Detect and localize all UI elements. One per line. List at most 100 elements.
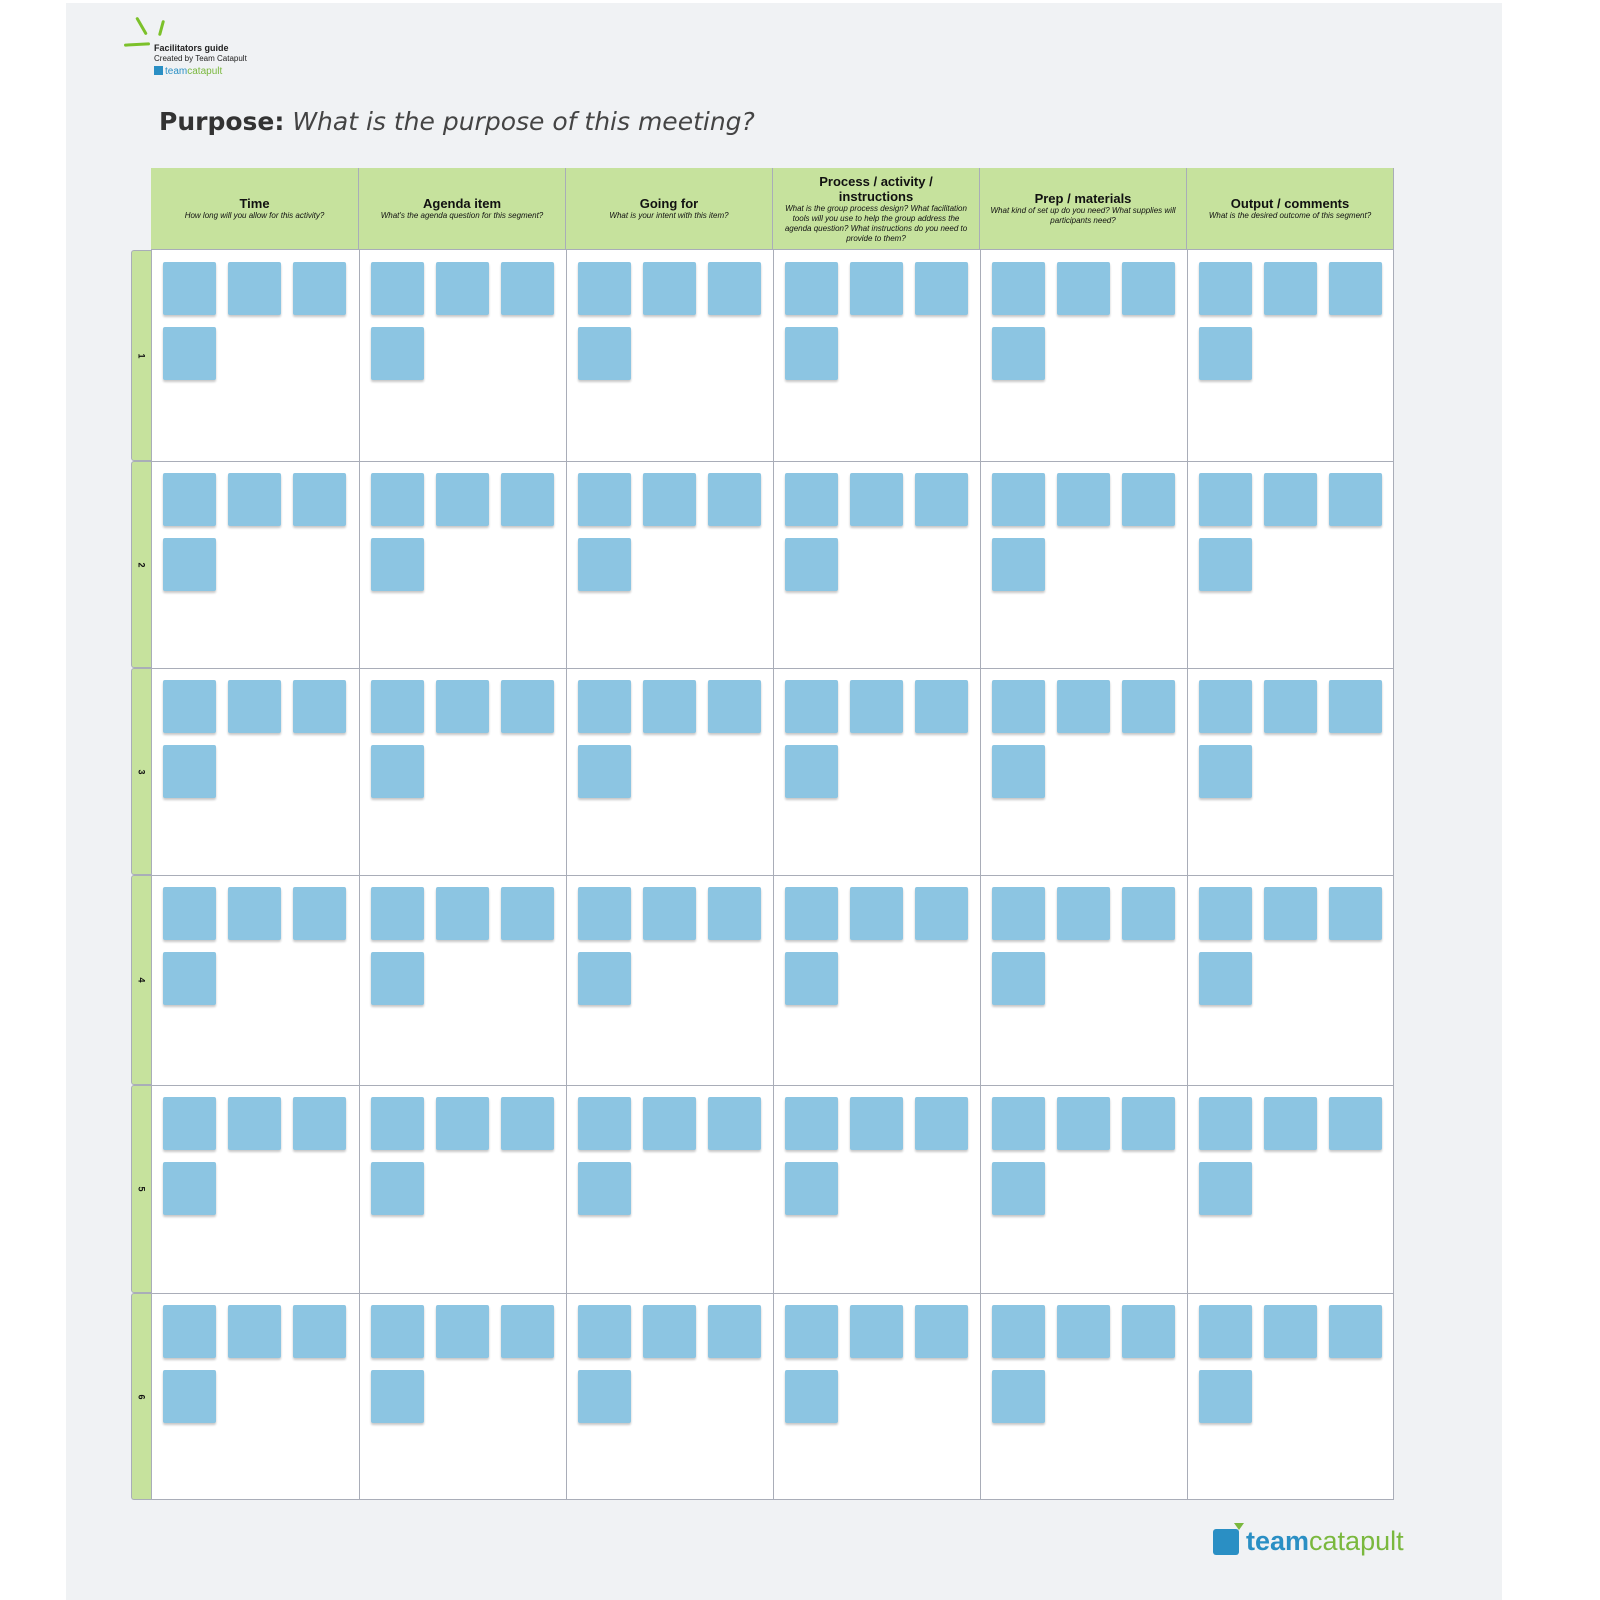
column-header[interactable]: Prep / materials What kind of set up do … — [980, 168, 1187, 250]
sticky-note[interactable] — [1122, 887, 1175, 940]
sticky-note[interactable] — [436, 473, 489, 526]
sticky-note[interactable] — [850, 1097, 903, 1150]
sticky-note[interactable] — [163, 680, 216, 733]
sticky-note[interactable] — [992, 1305, 1045, 1358]
sticky-note[interactable] — [578, 1097, 631, 1150]
sticky-note[interactable] — [371, 680, 424, 733]
sticky-note[interactable] — [578, 680, 631, 733]
sticky-note[interactable] — [436, 680, 489, 733]
column-header[interactable]: Agenda item What's the agenda question f… — [359, 168, 566, 250]
sticky-note[interactable] — [643, 262, 696, 315]
sticky-note[interactable] — [436, 1097, 489, 1150]
sticky-note[interactable] — [785, 952, 838, 1005]
sticky-note[interactable] — [915, 680, 968, 733]
sticky-note[interactable] — [228, 887, 281, 940]
sticky-note[interactable] — [915, 473, 968, 526]
sticky-note[interactable] — [785, 1370, 838, 1423]
sticky-note[interactable] — [785, 473, 838, 526]
sticky-note[interactable] — [163, 1097, 216, 1150]
sticky-note[interactable] — [850, 262, 903, 315]
sticky-note[interactable] — [371, 538, 424, 591]
sticky-note[interactable] — [1199, 538, 1252, 591]
sticky-note[interactable] — [371, 327, 424, 380]
sticky-note[interactable] — [1199, 680, 1252, 733]
sticky-note[interactable] — [163, 1370, 216, 1423]
sticky-note[interactable] — [785, 680, 838, 733]
sticky-note[interactable] — [371, 1162, 424, 1215]
sticky-note[interactable] — [1199, 1162, 1252, 1215]
sticky-note[interactable] — [578, 1305, 631, 1358]
sticky-note[interactable] — [992, 262, 1045, 315]
column-header[interactable]: Going for What is your intent with this … — [566, 168, 773, 250]
sticky-note[interactable] — [1329, 680, 1382, 733]
sticky-note[interactable] — [1057, 680, 1110, 733]
sticky-note[interactable] — [163, 327, 216, 380]
sticky-note[interactable] — [578, 262, 631, 315]
sticky-note[interactable] — [1264, 1305, 1317, 1358]
sticky-note[interactable] — [992, 1162, 1045, 1215]
sticky-note[interactable] — [436, 1305, 489, 1358]
column-header[interactable]: Output / comments What is the desired ou… — [1187, 168, 1394, 250]
sticky-note[interactable] — [163, 952, 216, 1005]
sticky-note[interactable] — [785, 1305, 838, 1358]
sticky-note[interactable] — [371, 262, 424, 315]
sticky-note[interactable] — [1329, 473, 1382, 526]
sticky-note[interactable] — [371, 1305, 424, 1358]
sticky-note[interactable] — [1057, 1097, 1110, 1150]
sticky-note[interactable] — [163, 887, 216, 940]
sticky-note[interactable] — [785, 745, 838, 798]
sticky-note[interactable] — [163, 473, 216, 526]
sticky-note[interactable] — [578, 1162, 631, 1215]
sticky-note[interactable] — [578, 887, 631, 940]
sticky-note[interactable] — [785, 262, 838, 315]
sticky-note[interactable] — [293, 473, 346, 526]
sticky-note[interactable] — [1199, 262, 1252, 315]
sticky-note[interactable] — [1122, 262, 1175, 315]
sticky-note[interactable] — [293, 680, 346, 733]
sticky-note[interactable] — [163, 1305, 216, 1358]
sticky-note[interactable] — [1329, 887, 1382, 940]
sticky-note[interactable] — [1122, 1097, 1175, 1150]
sticky-note[interactable] — [708, 1305, 761, 1358]
sticky-note[interactable] — [501, 1097, 554, 1150]
sticky-note[interactable] — [228, 1097, 281, 1150]
sticky-note[interactable] — [992, 473, 1045, 526]
sticky-note[interactable] — [915, 1097, 968, 1150]
sticky-note[interactable] — [1199, 952, 1252, 1005]
sticky-note[interactable] — [850, 887, 903, 940]
sticky-note[interactable] — [501, 680, 554, 733]
sticky-note[interactable] — [578, 1370, 631, 1423]
sticky-note[interactable] — [578, 327, 631, 380]
sticky-note[interactable] — [371, 1097, 424, 1150]
sticky-note[interactable] — [163, 1162, 216, 1215]
sticky-note[interactable] — [371, 1370, 424, 1423]
sticky-note[interactable] — [643, 1305, 696, 1358]
sticky-note[interactable] — [992, 680, 1045, 733]
sticky-note[interactable] — [501, 1305, 554, 1358]
sticky-note[interactable] — [1199, 1370, 1252, 1423]
sticky-note[interactable] — [371, 473, 424, 526]
sticky-note[interactable] — [785, 538, 838, 591]
sticky-note[interactable] — [501, 887, 554, 940]
sticky-note[interactable] — [228, 1305, 281, 1358]
sticky-note[interactable] — [1199, 1097, 1252, 1150]
sticky-note[interactable] — [1264, 473, 1317, 526]
sticky-note[interactable] — [228, 680, 281, 733]
sticky-note[interactable] — [1057, 262, 1110, 315]
sticky-note[interactable] — [1264, 1097, 1317, 1150]
sticky-note[interactable] — [1122, 680, 1175, 733]
sticky-note[interactable] — [785, 1162, 838, 1215]
sticky-note[interactable] — [850, 1305, 903, 1358]
purpose-heading[interactable]: Purpose: What is the purpose of this mee… — [159, 107, 755, 136]
sticky-note[interactable] — [1057, 473, 1110, 526]
sticky-note[interactable] — [708, 262, 761, 315]
sticky-note[interactable] — [643, 1097, 696, 1150]
sticky-note[interactable] — [1199, 327, 1252, 380]
sticky-note[interactable] — [293, 262, 346, 315]
sticky-note[interactable] — [915, 262, 968, 315]
sticky-note[interactable] — [371, 745, 424, 798]
sticky-note[interactable] — [915, 1305, 968, 1358]
sticky-note[interactable] — [785, 887, 838, 940]
sticky-note[interactable] — [708, 680, 761, 733]
sticky-note[interactable] — [850, 680, 903, 733]
